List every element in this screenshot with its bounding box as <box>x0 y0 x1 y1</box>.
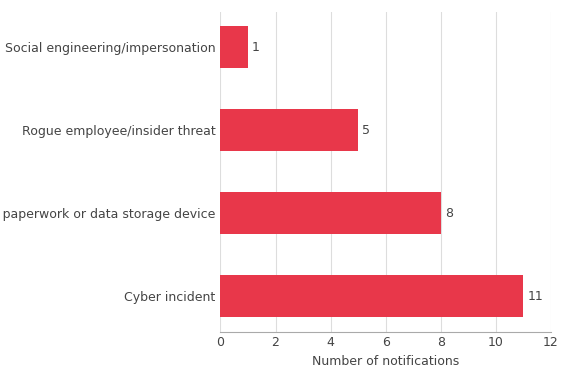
X-axis label: Number of notifications: Number of notifications <box>312 355 459 368</box>
Bar <box>220 192 441 234</box>
Text: 8: 8 <box>445 207 453 220</box>
Bar <box>220 26 248 68</box>
Bar <box>220 275 524 317</box>
Bar <box>220 109 358 151</box>
Text: 1: 1 <box>252 41 260 53</box>
Text: 5: 5 <box>362 124 370 136</box>
Text: 11: 11 <box>528 290 543 303</box>
